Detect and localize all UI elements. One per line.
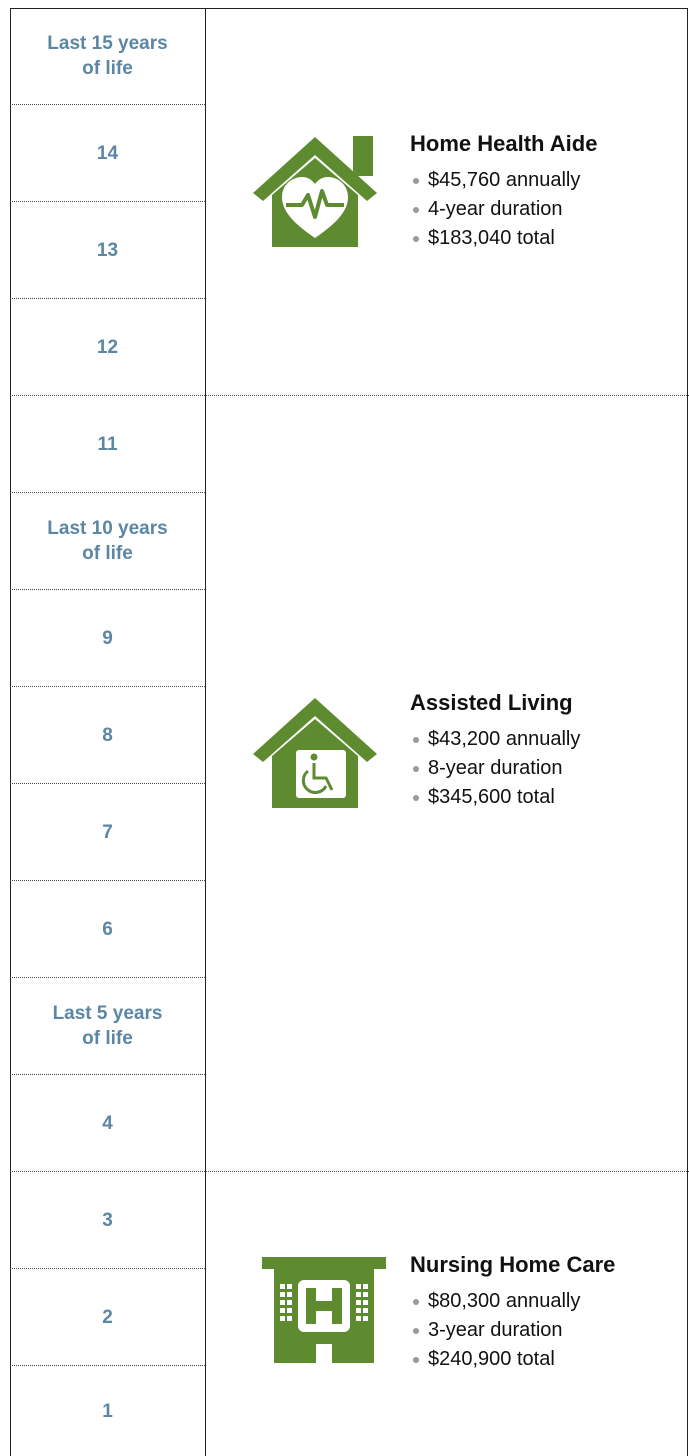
year-row: 1 <box>10 1366 205 1456</box>
section-title: Home Health Aide <box>410 131 598 156</box>
year-label: of life <box>82 58 133 79</box>
assisted-living-icon <box>253 698 377 808</box>
year-row: 14 <box>10 105 205 202</box>
year-row: 4 <box>10 1075 205 1172</box>
year-row: 12 <box>10 299 205 396</box>
year-label: 13 <box>96 239 119 261</box>
year-label: 8 <box>102 724 113 746</box>
year-row: 13 <box>10 202 205 299</box>
year-row: 11 <box>10 396 205 493</box>
cost-item: $43,200 annually <box>410 725 580 754</box>
cost-item: $183,040 total <box>410 224 580 253</box>
year-row: 7 <box>10 784 205 881</box>
cost-item: 3-year duration <box>410 1316 580 1345</box>
year-label: 12 <box>96 336 119 358</box>
year-label: 3 <box>102 1209 113 1231</box>
year-label: 4 <box>102 1112 113 1134</box>
column-divider <box>205 8 206 1456</box>
cost-item: $45,760 annually <box>410 166 580 195</box>
cost-item: 4-year duration <box>410 195 580 224</box>
table-frame <box>10 8 688 1456</box>
year-label: Last 15 years <box>47 33 168 54</box>
year-label: of life <box>82 543 133 564</box>
section-divider <box>206 1171 689 1172</box>
year-label: of life <box>82 1028 133 1049</box>
year-label: 2 <box>102 1306 113 1328</box>
year-label: 7 <box>102 821 113 843</box>
nursing-home-icon <box>262 1257 386 1363</box>
cost-list: $45,760 annually 4-year duration $183,040 … <box>410 166 580 253</box>
year-row: 8 <box>10 687 205 784</box>
cost-list: $80,300 annually 3-year duration $240,900 … <box>410 1287 580 1374</box>
year-label: Last 10 years <box>47 518 168 539</box>
cost-list: $43,200 annually 8-year duration $345,600 … <box>410 725 580 812</box>
cost-item: 8-year duration <box>410 754 580 783</box>
year-label: 14 <box>96 142 119 164</box>
year-label: Last 5 years <box>52 1003 163 1024</box>
year-row: 9 <box>10 590 205 687</box>
cost-item: $345,600 total <box>410 783 580 812</box>
section-title: Nursing Home Care <box>410 1252 616 1277</box>
cost-item: $80,300 annually <box>410 1287 580 1316</box>
year-row: Last 5 years of life <box>10 978 205 1075</box>
section-divider <box>206 395 689 396</box>
year-label: 6 <box>102 918 113 940</box>
year-label: 1 <box>102 1400 113 1422</box>
year-row: 6 <box>10 881 205 978</box>
year-row: Last 10 years of life <box>10 493 205 590</box>
year-row: Last 15 years of life <box>10 8 205 105</box>
year-label: 9 <box>102 627 113 649</box>
section-title: Assisted Living <box>410 690 573 715</box>
year-row: 3 <box>10 1172 205 1269</box>
cost-item: $240,900 total <box>410 1345 580 1374</box>
year-label: 11 <box>97 433 118 455</box>
year-row: 2 <box>10 1269 205 1366</box>
home-health-icon <box>253 136 377 247</box>
